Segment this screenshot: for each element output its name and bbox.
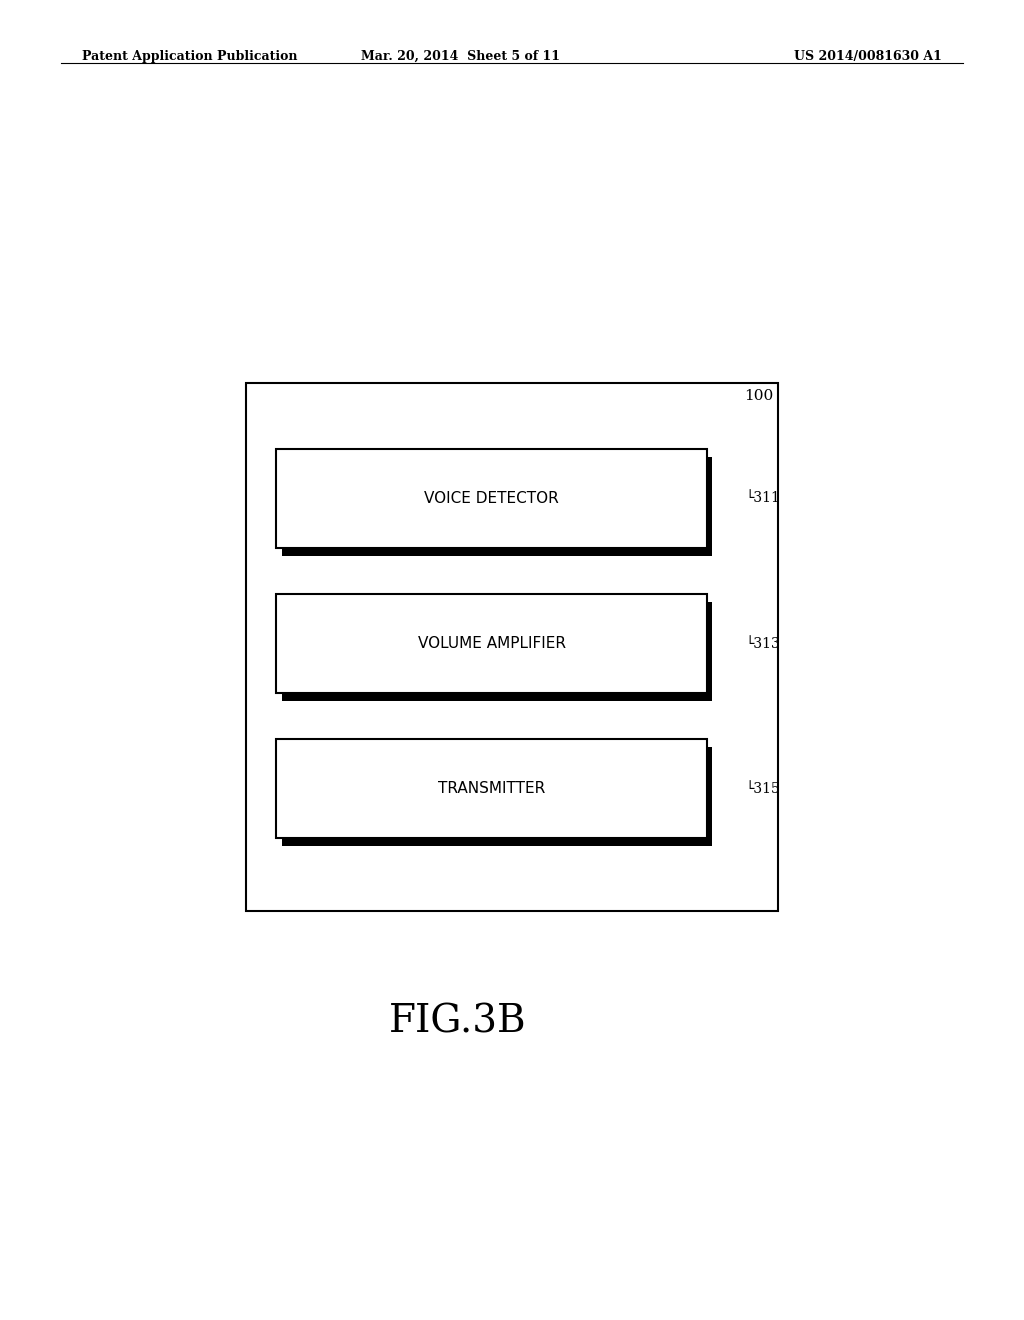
Text: US 2014/0081630 A1: US 2014/0081630 A1: [795, 50, 942, 63]
Text: 100: 100: [743, 389, 773, 404]
Bar: [276, 449, 707, 548]
Bar: [276, 594, 707, 693]
Bar: [282, 747, 712, 846]
Bar: [246, 383, 778, 911]
Text: VOLUME AMPLIFIER: VOLUME AMPLIFIER: [418, 636, 565, 651]
Bar: [282, 457, 712, 556]
Text: TRANSMITTER: TRANSMITTER: [438, 781, 545, 796]
Text: Patent Application Publication: Patent Application Publication: [82, 50, 297, 63]
Text: Mar. 20, 2014  Sheet 5 of 11: Mar. 20, 2014 Sheet 5 of 11: [361, 50, 560, 63]
Bar: [276, 739, 707, 838]
Bar: [282, 602, 712, 701]
Text: VOICE DETECTOR: VOICE DETECTOR: [424, 491, 559, 506]
Text: └315: └315: [745, 781, 780, 796]
Text: └313: └313: [745, 636, 780, 651]
Text: └311: └311: [745, 491, 780, 506]
Text: FIG.3B: FIG.3B: [389, 1003, 526, 1040]
